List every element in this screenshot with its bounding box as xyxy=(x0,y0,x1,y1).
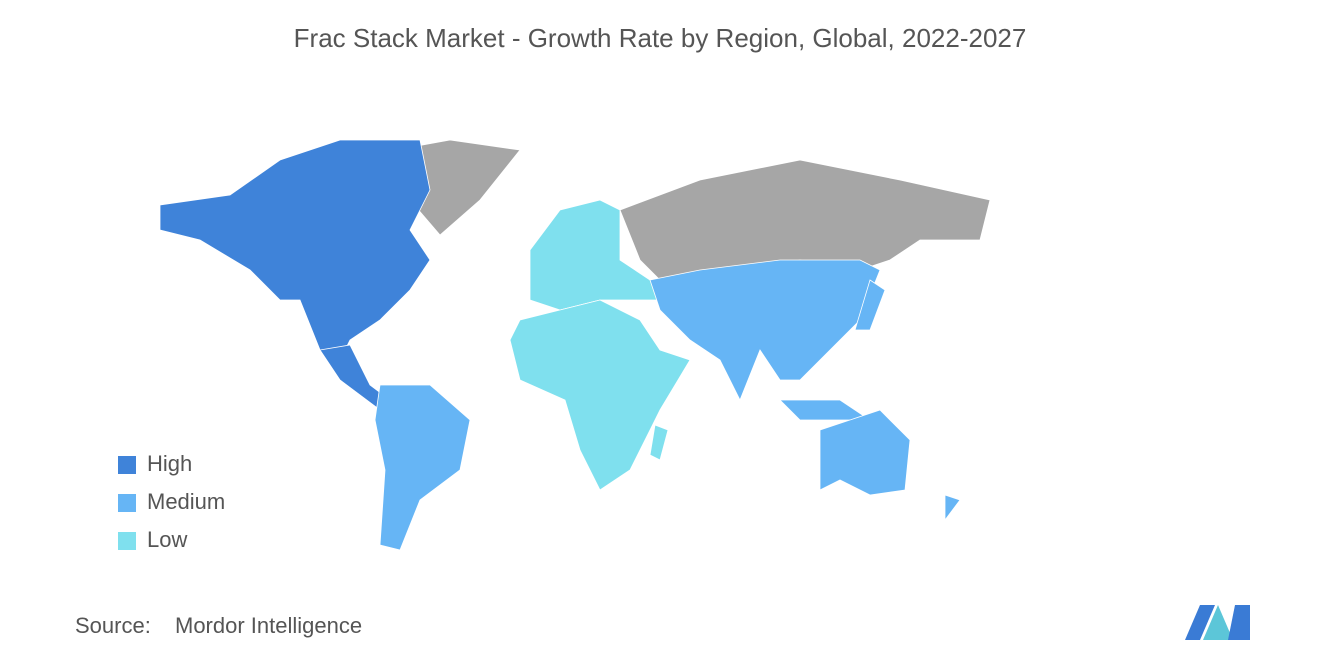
legend-label: Medium xyxy=(147,489,225,514)
new-zealand xyxy=(944,494,961,522)
source-text: Mordor Intelligence xyxy=(175,613,362,638)
logo-part xyxy=(1203,605,1233,640)
legend-swatch xyxy=(118,494,136,512)
africa-middle-east xyxy=(509,299,691,491)
legend-swatch xyxy=(118,456,136,474)
japan xyxy=(854,279,886,331)
legend-label: High xyxy=(147,451,192,476)
south-america xyxy=(374,384,471,551)
source-label: Source: xyxy=(75,613,151,638)
asia xyxy=(649,259,881,401)
legend-swatch xyxy=(118,532,136,550)
north-america xyxy=(159,139,431,361)
world-map xyxy=(159,139,991,551)
australia xyxy=(819,409,911,496)
title: Frac Stack Market - Growth Rate by Regio… xyxy=(294,23,1027,53)
madagascar xyxy=(649,424,669,461)
logo-part xyxy=(1185,605,1215,640)
legend: High Medium Low xyxy=(118,451,225,552)
legend-label: Low xyxy=(147,527,187,552)
indonesia xyxy=(779,399,872,421)
logo xyxy=(1185,605,1250,640)
logo-part xyxy=(1228,605,1250,640)
